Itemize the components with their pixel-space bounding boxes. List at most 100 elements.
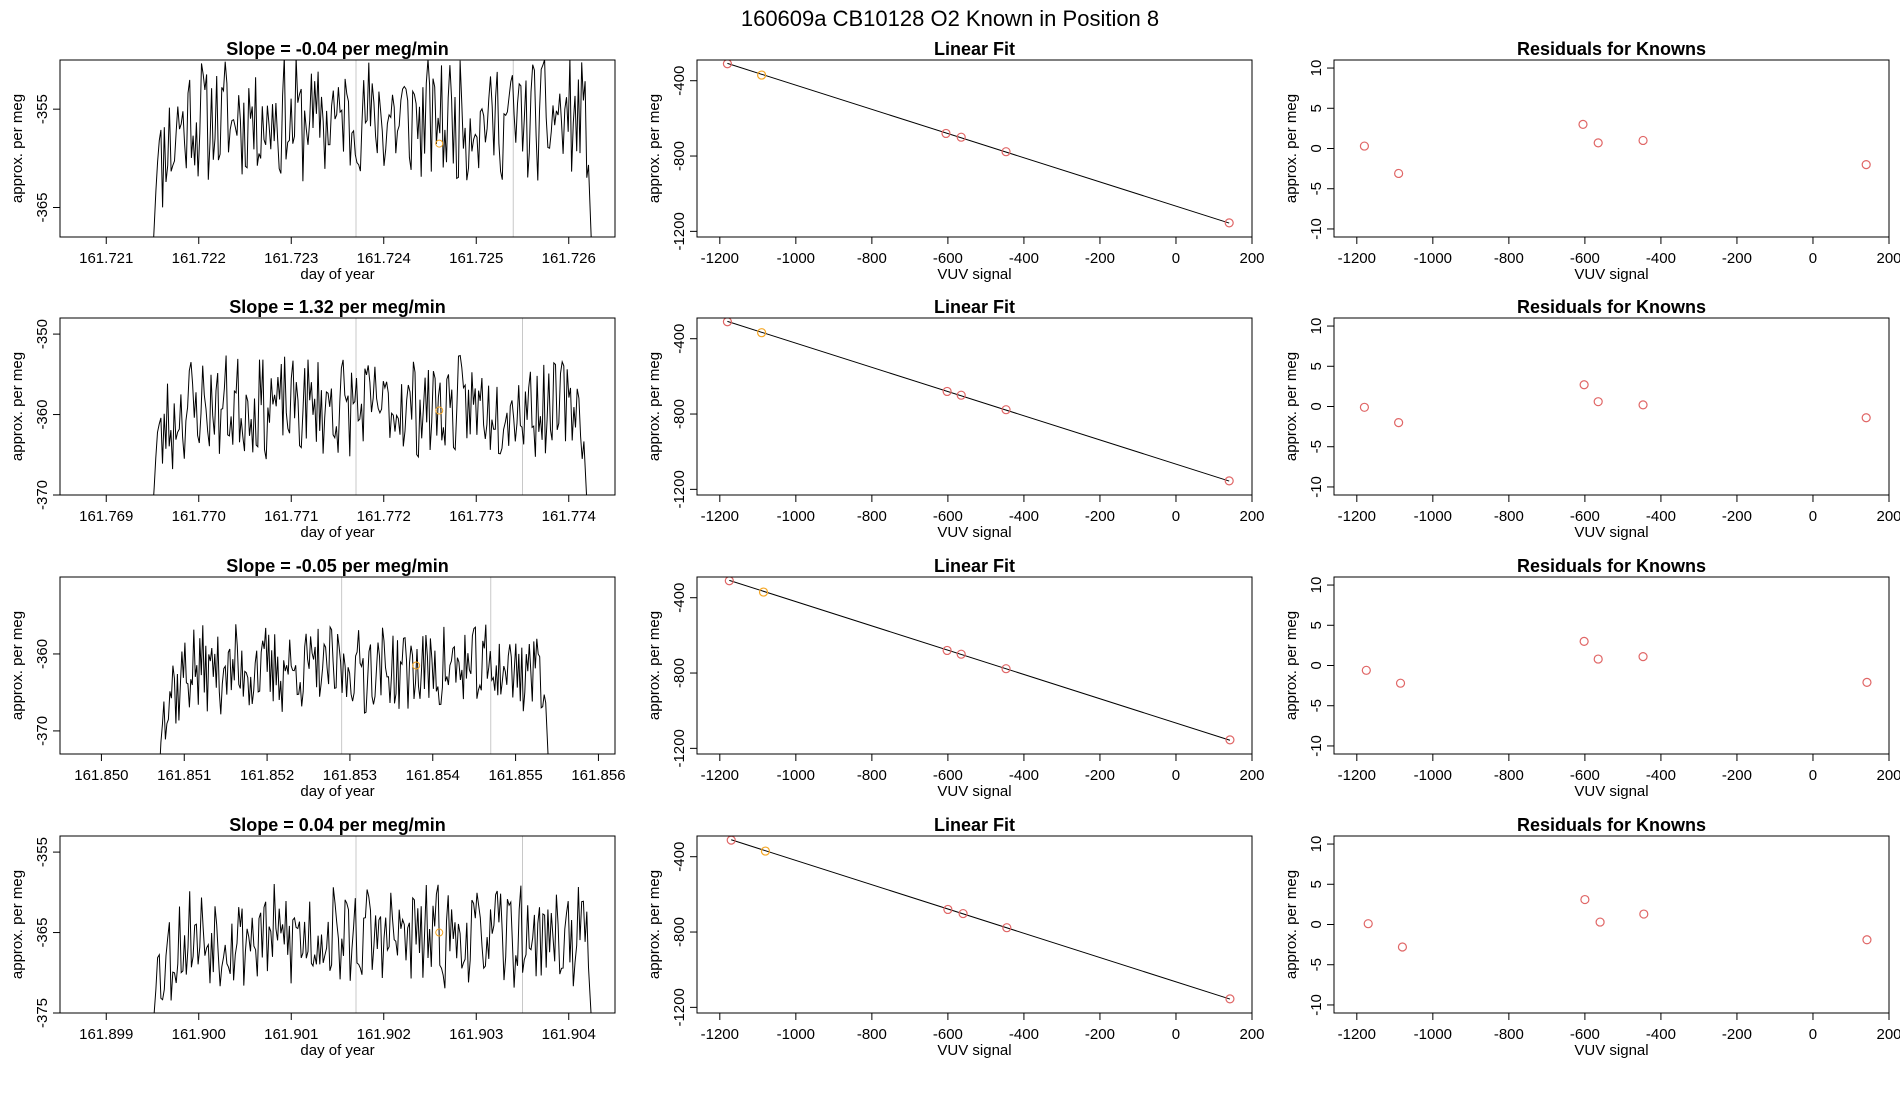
x-tick-label: -200 — [1722, 508, 1752, 525]
data-point — [724, 577, 734, 586]
x-tick-label: -1200 — [701, 767, 739, 784]
x-tick-label: -400 — [1009, 1026, 1039, 1043]
data-series-line — [153, 354, 588, 495]
data-point — [942, 386, 952, 397]
data-point — [757, 328, 767, 338]
plot-area — [724, 577, 1235, 745]
data-point — [1363, 919, 1373, 929]
x-tick-label: -800 — [1494, 508, 1524, 525]
x-tick-label: 161.769 — [79, 508, 133, 525]
x-tick-label: -1000 — [1414, 767, 1452, 784]
x-tick-label: -1200 — [1338, 508, 1376, 525]
plot-frame — [1333, 576, 1890, 755]
x-tick-label: -800 — [857, 767, 887, 784]
x-tick-label: 0 — [1172, 508, 1180, 525]
y-tick-label: -400 — [671, 583, 688, 613]
x-tick-label: 200 — [1239, 1026, 1264, 1043]
y-tick-label: 5 — [1308, 362, 1325, 370]
y-tick-label: 0 — [1308, 144, 1325, 152]
y-tick-label: 10 — [1308, 836, 1325, 853]
plot-frame — [696, 835, 1253, 1014]
x-tick-label: 161.724 — [357, 250, 411, 267]
data-point — [1225, 994, 1235, 1004]
y-tick-label: -400 — [671, 66, 688, 96]
x-tick-label: 0 — [1809, 767, 1817, 784]
y-tick-label: -355 — [34, 94, 51, 124]
chart-panel: Residuals for Knowns-1200 -1000 -800 -600 -4… — [1283, 297, 1900, 541]
panel-title: Linear Fit — [934, 39, 1015, 59]
x-axis-label: VUV signal — [1574, 266, 1648, 283]
chart-panel: Linear Fit -1200 -1000 -800 -600 -400 -200 0 200… — [646, 39, 1265, 283]
x-tick-label: -600 — [933, 1026, 963, 1043]
x-tick-label: -400 — [1646, 767, 1676, 784]
x-tick-label: 161.855 — [488, 767, 542, 784]
x-tick-label: -200 — [1722, 767, 1752, 784]
panel-title: Linear Fit — [934, 556, 1015, 576]
chart-panel: Slope = 1.32 per meg/min 161.769 161.770 16… — [9, 297, 616, 541]
data-point — [1638, 652, 1648, 662]
data-point — [1862, 935, 1872, 945]
x-tick-label: -200 — [1085, 508, 1115, 525]
x-tick-label: 161.903 — [449, 1026, 503, 1043]
data-point — [1359, 141, 1370, 151]
panel-title: Residuals for Knowns — [1517, 39, 1706, 59]
plot-area — [1359, 119, 1871, 179]
x-tick-label: 200 — [1239, 508, 1264, 525]
chart-panel: Linear Fit -1200 -1000 -800 -600 -400 -200 0 200… — [646, 815, 1265, 1059]
x-tick-label: 200 — [1876, 767, 1900, 784]
data-point — [958, 908, 968, 919]
x-axis-label: VUV signal — [937, 1042, 1011, 1059]
x-tick-label: 161.853 — [323, 767, 377, 784]
x-tick-label: 161.902 — [357, 1026, 411, 1043]
panel-title: Slope = -0.04 per meg/min — [226, 39, 449, 59]
x-tick-label: -1200 — [701, 1026, 739, 1043]
x-tick-label: -1000 — [777, 1026, 815, 1043]
chart-panel: Slope = -0.04 per meg/min 161.721 161.722 1… — [9, 39, 616, 283]
y-axis-label: approx. per meg — [646, 352, 663, 461]
data-point — [757, 70, 767, 80]
chart-panel: Slope = -0.05 per meg/min 161.850 161.851 1… — [9, 556, 626, 800]
x-tick-label: 0 — [1809, 508, 1817, 525]
sample-marker — [435, 928, 444, 937]
y-tick-label: -800 — [671, 658, 688, 688]
y-tick-label: 5 — [1308, 621, 1325, 629]
plot-area — [1361, 636, 1872, 688]
panel-title: Residuals for Knowns — [1517, 815, 1706, 835]
data-point — [1861, 413, 1871, 423]
panel-title: Slope = 0.04 per meg/min — [229, 815, 446, 835]
x-tick-label: 200 — [1239, 767, 1264, 784]
x-axis-label: day of year — [300, 524, 374, 541]
x-tick-label: -400 — [1646, 508, 1676, 525]
sample-marker — [412, 661, 421, 670]
figure-title: 160609a CB10128 O2 Known in Position 8 — [741, 6, 1159, 31]
x-tick-label: -800 — [1494, 1026, 1524, 1043]
x-tick-label: 161.726 — [542, 250, 596, 267]
x-tick-label: 0 — [1172, 767, 1180, 784]
x-tick-label: 161.852 — [240, 767, 294, 784]
y-axis-label: approx. per meg — [1283, 611, 1300, 720]
y-axis-label: approx. per meg — [9, 94, 26, 203]
y-tick-label: 5 — [1308, 880, 1325, 888]
y-tick-label: -800 — [671, 917, 688, 947]
x-tick-label: -1200 — [1338, 250, 1376, 267]
y-tick-label: -1200 — [671, 988, 688, 1026]
x-tick-label: 161.774 — [542, 508, 596, 525]
data-point — [1638, 400, 1648, 410]
plot-frame — [696, 59, 1253, 238]
y-tick-label: 10 — [1308, 60, 1325, 77]
data-point — [1001, 664, 1011, 674]
data-point — [956, 132, 966, 142]
data-series-line — [153, 60, 592, 237]
y-tick-label: -360 — [34, 400, 51, 430]
plot-area — [153, 318, 588, 495]
x-tick-label: 161.722 — [172, 250, 226, 267]
fit-line — [727, 320, 1230, 482]
y-tick-label: -800 — [671, 399, 688, 429]
y-axis-label: approx. per meg — [1283, 94, 1300, 203]
x-tick-label: 200 — [1876, 250, 1900, 267]
data-point — [1593, 654, 1603, 664]
plot-area — [1363, 894, 1872, 952]
data-point — [1395, 678, 1406, 688]
panel-title: Slope = -0.05 per meg/min — [226, 556, 449, 576]
x-tick-label: 0 — [1172, 250, 1180, 267]
